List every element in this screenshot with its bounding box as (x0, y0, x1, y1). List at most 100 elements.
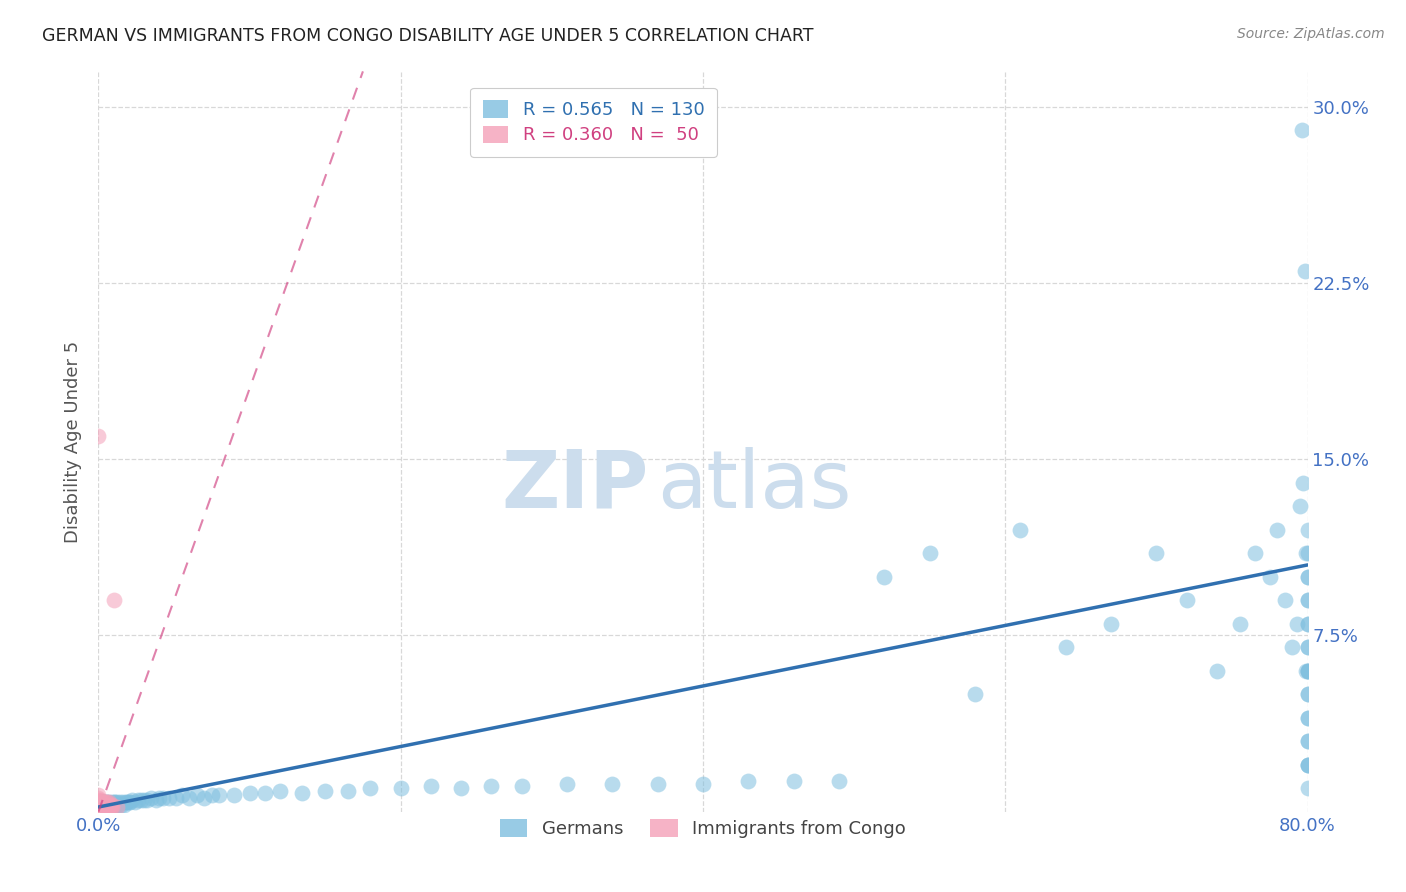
Point (87, 793, 110, 807)
Point (101, 797, 124, 812)
Point (105, 797, 128, 812)
Point (1229, 616, 1251, 631)
Point (87, 802, 110, 816)
Point (91, 800, 114, 814)
Point (89, 802, 111, 816)
Point (91, 802, 114, 816)
Point (1296, 687, 1319, 701)
Point (1296, 664, 1319, 678)
Point (127, 793, 149, 807)
Point (89, 802, 111, 816)
Point (828, 774, 851, 789)
Point (1267, 523, 1289, 537)
Point (96, 795, 118, 809)
Point (93, 797, 115, 812)
Point (103, 593, 125, 607)
Point (1296, 757, 1319, 772)
Point (1296, 711, 1319, 725)
Point (96, 797, 118, 812)
Point (783, 774, 806, 789)
Point (93, 800, 115, 814)
Point (90, 795, 112, 809)
Point (129, 793, 152, 807)
Point (105, 800, 128, 814)
Point (1296, 687, 1319, 701)
Point (170, 789, 193, 803)
Point (737, 774, 759, 789)
Point (100, 797, 122, 812)
Point (1296, 523, 1319, 537)
Point (159, 790, 181, 805)
Point (1296, 616, 1319, 631)
Text: GERMAN VS IMMIGRANTS FROM CONGO DISABILITY AGE UNDER 5 CORRELATION CHART: GERMAN VS IMMIGRANTS FROM CONGO DISABILI… (42, 27, 814, 45)
Point (1274, 593, 1296, 607)
Point (101, 797, 124, 812)
Point (87, 802, 110, 816)
Point (1296, 664, 1319, 678)
Point (269, 783, 291, 797)
Point (1296, 664, 1319, 678)
Point (87, 805, 110, 819)
Point (89, 805, 111, 819)
Point (87, 800, 110, 814)
Point (93, 795, 115, 809)
Point (104, 795, 127, 809)
Point (90, 797, 112, 812)
Text: atlas: atlas (657, 447, 852, 525)
Point (93, 795, 115, 809)
Point (141, 790, 163, 805)
Point (124, 795, 146, 809)
Point (314, 783, 336, 797)
Point (1296, 546, 1319, 560)
Point (481, 779, 503, 793)
Point (100, 800, 122, 814)
Point (1296, 593, 1319, 607)
Point (145, 793, 167, 807)
Point (555, 776, 578, 790)
Point (87, 805, 110, 819)
Point (111, 795, 134, 809)
Point (91, 795, 114, 809)
Point (87, 789, 110, 803)
Point (179, 790, 201, 805)
Point (87, 428, 110, 442)
Point (105, 795, 128, 809)
Point (91, 797, 114, 812)
Point (420, 779, 443, 793)
Point (93, 797, 115, 812)
Point (96, 800, 118, 814)
Point (91, 795, 114, 809)
Point (89, 800, 111, 814)
Point (1281, 640, 1303, 655)
Point (101, 800, 124, 814)
Point (165, 790, 187, 805)
Point (93, 800, 115, 814)
Point (87, 800, 110, 814)
Point (89, 793, 111, 807)
Point (89, 797, 111, 812)
Point (360, 781, 382, 796)
Point (1296, 640, 1319, 655)
Point (224, 789, 246, 803)
Point (98, 795, 121, 809)
Point (87, 795, 110, 809)
Point (918, 546, 941, 560)
Point (239, 786, 262, 800)
Legend: Germans, Immigrants from Congo: Germans, Immigrants from Congo (491, 810, 915, 847)
Point (87, 800, 110, 814)
Point (1296, 570, 1319, 584)
Point (692, 776, 714, 790)
Point (96, 797, 118, 812)
Point (103, 795, 125, 809)
Point (93, 802, 115, 816)
Point (89, 802, 111, 816)
Point (94, 800, 117, 814)
Point (1296, 570, 1319, 584)
Point (1054, 640, 1077, 655)
Text: ZIP: ZIP (502, 447, 648, 525)
Point (89, 797, 111, 812)
Point (1289, 499, 1312, 513)
Point (115, 795, 138, 809)
Point (91, 797, 114, 812)
Point (1294, 264, 1316, 278)
